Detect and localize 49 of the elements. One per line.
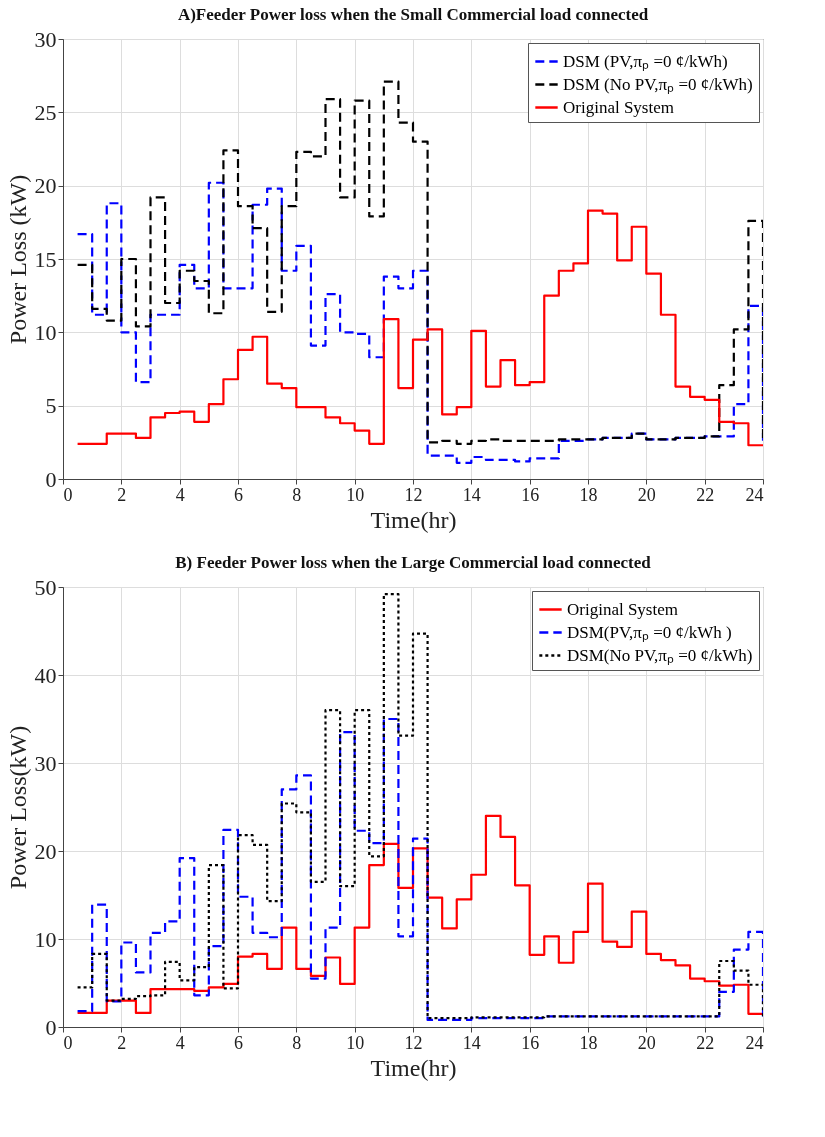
- legend-label: DSM (PV,πₚ =0 ¢/kWh): [563, 51, 728, 72]
- legend-label: DSM(No PV,πₚ =0 ¢/kWh): [567, 645, 753, 666]
- x-tick-label: 14: [462, 484, 481, 505]
- x-tick-label: 0: [63, 1032, 73, 1053]
- x-tick-label: 8: [292, 484, 302, 505]
- x-tick-label: 6: [234, 1032, 243, 1053]
- y-tick-label: 25: [34, 99, 57, 125]
- y-tick-label: 20: [34, 173, 57, 199]
- legend-label: Original System: [563, 97, 674, 117]
- x-tick-label: 16: [521, 1032, 540, 1053]
- y-tick-label: 30: [34, 26, 57, 52]
- y-axis-title: Power Loss(kW): [4, 725, 31, 890]
- x-tick-label: 4: [175, 1032, 185, 1053]
- x-tick-label: 10: [346, 484, 365, 505]
- x-tick-label: 16: [521, 484, 540, 505]
- y-tick-label: 40: [34, 662, 57, 688]
- y-tick-label: 5: [45, 393, 57, 419]
- y-tick-label: 30: [34, 750, 57, 776]
- y-tick-label: 20: [34, 838, 57, 864]
- x-tick-label: 14: [462, 1032, 481, 1053]
- chart-title: A)Feeder Power loss when the Small Commercial load connected: [177, 5, 649, 24]
- x-tick-label: 18: [579, 484, 598, 505]
- x-tick-label: 8: [292, 1032, 302, 1053]
- chart-title: B) Feeder Power loss when the Large Commercial load connected: [175, 553, 652, 572]
- y-tick-label: 50: [34, 574, 57, 600]
- x-tick-label: 4: [175, 484, 185, 505]
- y-axis-title: Power Loss (kW): [4, 174, 31, 345]
- x-tick-label: 24: [745, 1032, 764, 1053]
- x-tick-label: 6: [234, 484, 243, 505]
- y-tick-label: 10: [34, 319, 57, 345]
- y-tick-label: 10: [34, 926, 57, 952]
- x-tick-label: 2: [117, 484, 127, 505]
- x-tick-label: 22: [696, 1032, 715, 1053]
- x-tick-label: 2: [117, 1032, 127, 1053]
- x-tick-label: 20: [637, 484, 656, 505]
- x-tick-label: 10: [346, 1032, 365, 1053]
- x-axis-title: Time(hr): [370, 506, 457, 533]
- y-tick-label: 15: [34, 246, 57, 272]
- x-axis-title: Time(hr): [370, 1054, 457, 1081]
- legend-label: Original System: [567, 599, 678, 619]
- x-tick-label: 22: [696, 484, 715, 505]
- legend-label: DSM(PV,πₚ =0 ¢/kWh ): [567, 622, 732, 643]
- x-tick-label: 24: [745, 484, 764, 505]
- legend-label: DSM (No PV,πₚ =0 ¢/kWh): [563, 74, 753, 95]
- x-tick-label: 18: [579, 1032, 598, 1053]
- x-tick-label: 20: [637, 1032, 656, 1053]
- x-tick-label: 12: [404, 1032, 423, 1053]
- x-tick-label: 0: [63, 484, 73, 505]
- x-tick-label: 12: [404, 484, 423, 505]
